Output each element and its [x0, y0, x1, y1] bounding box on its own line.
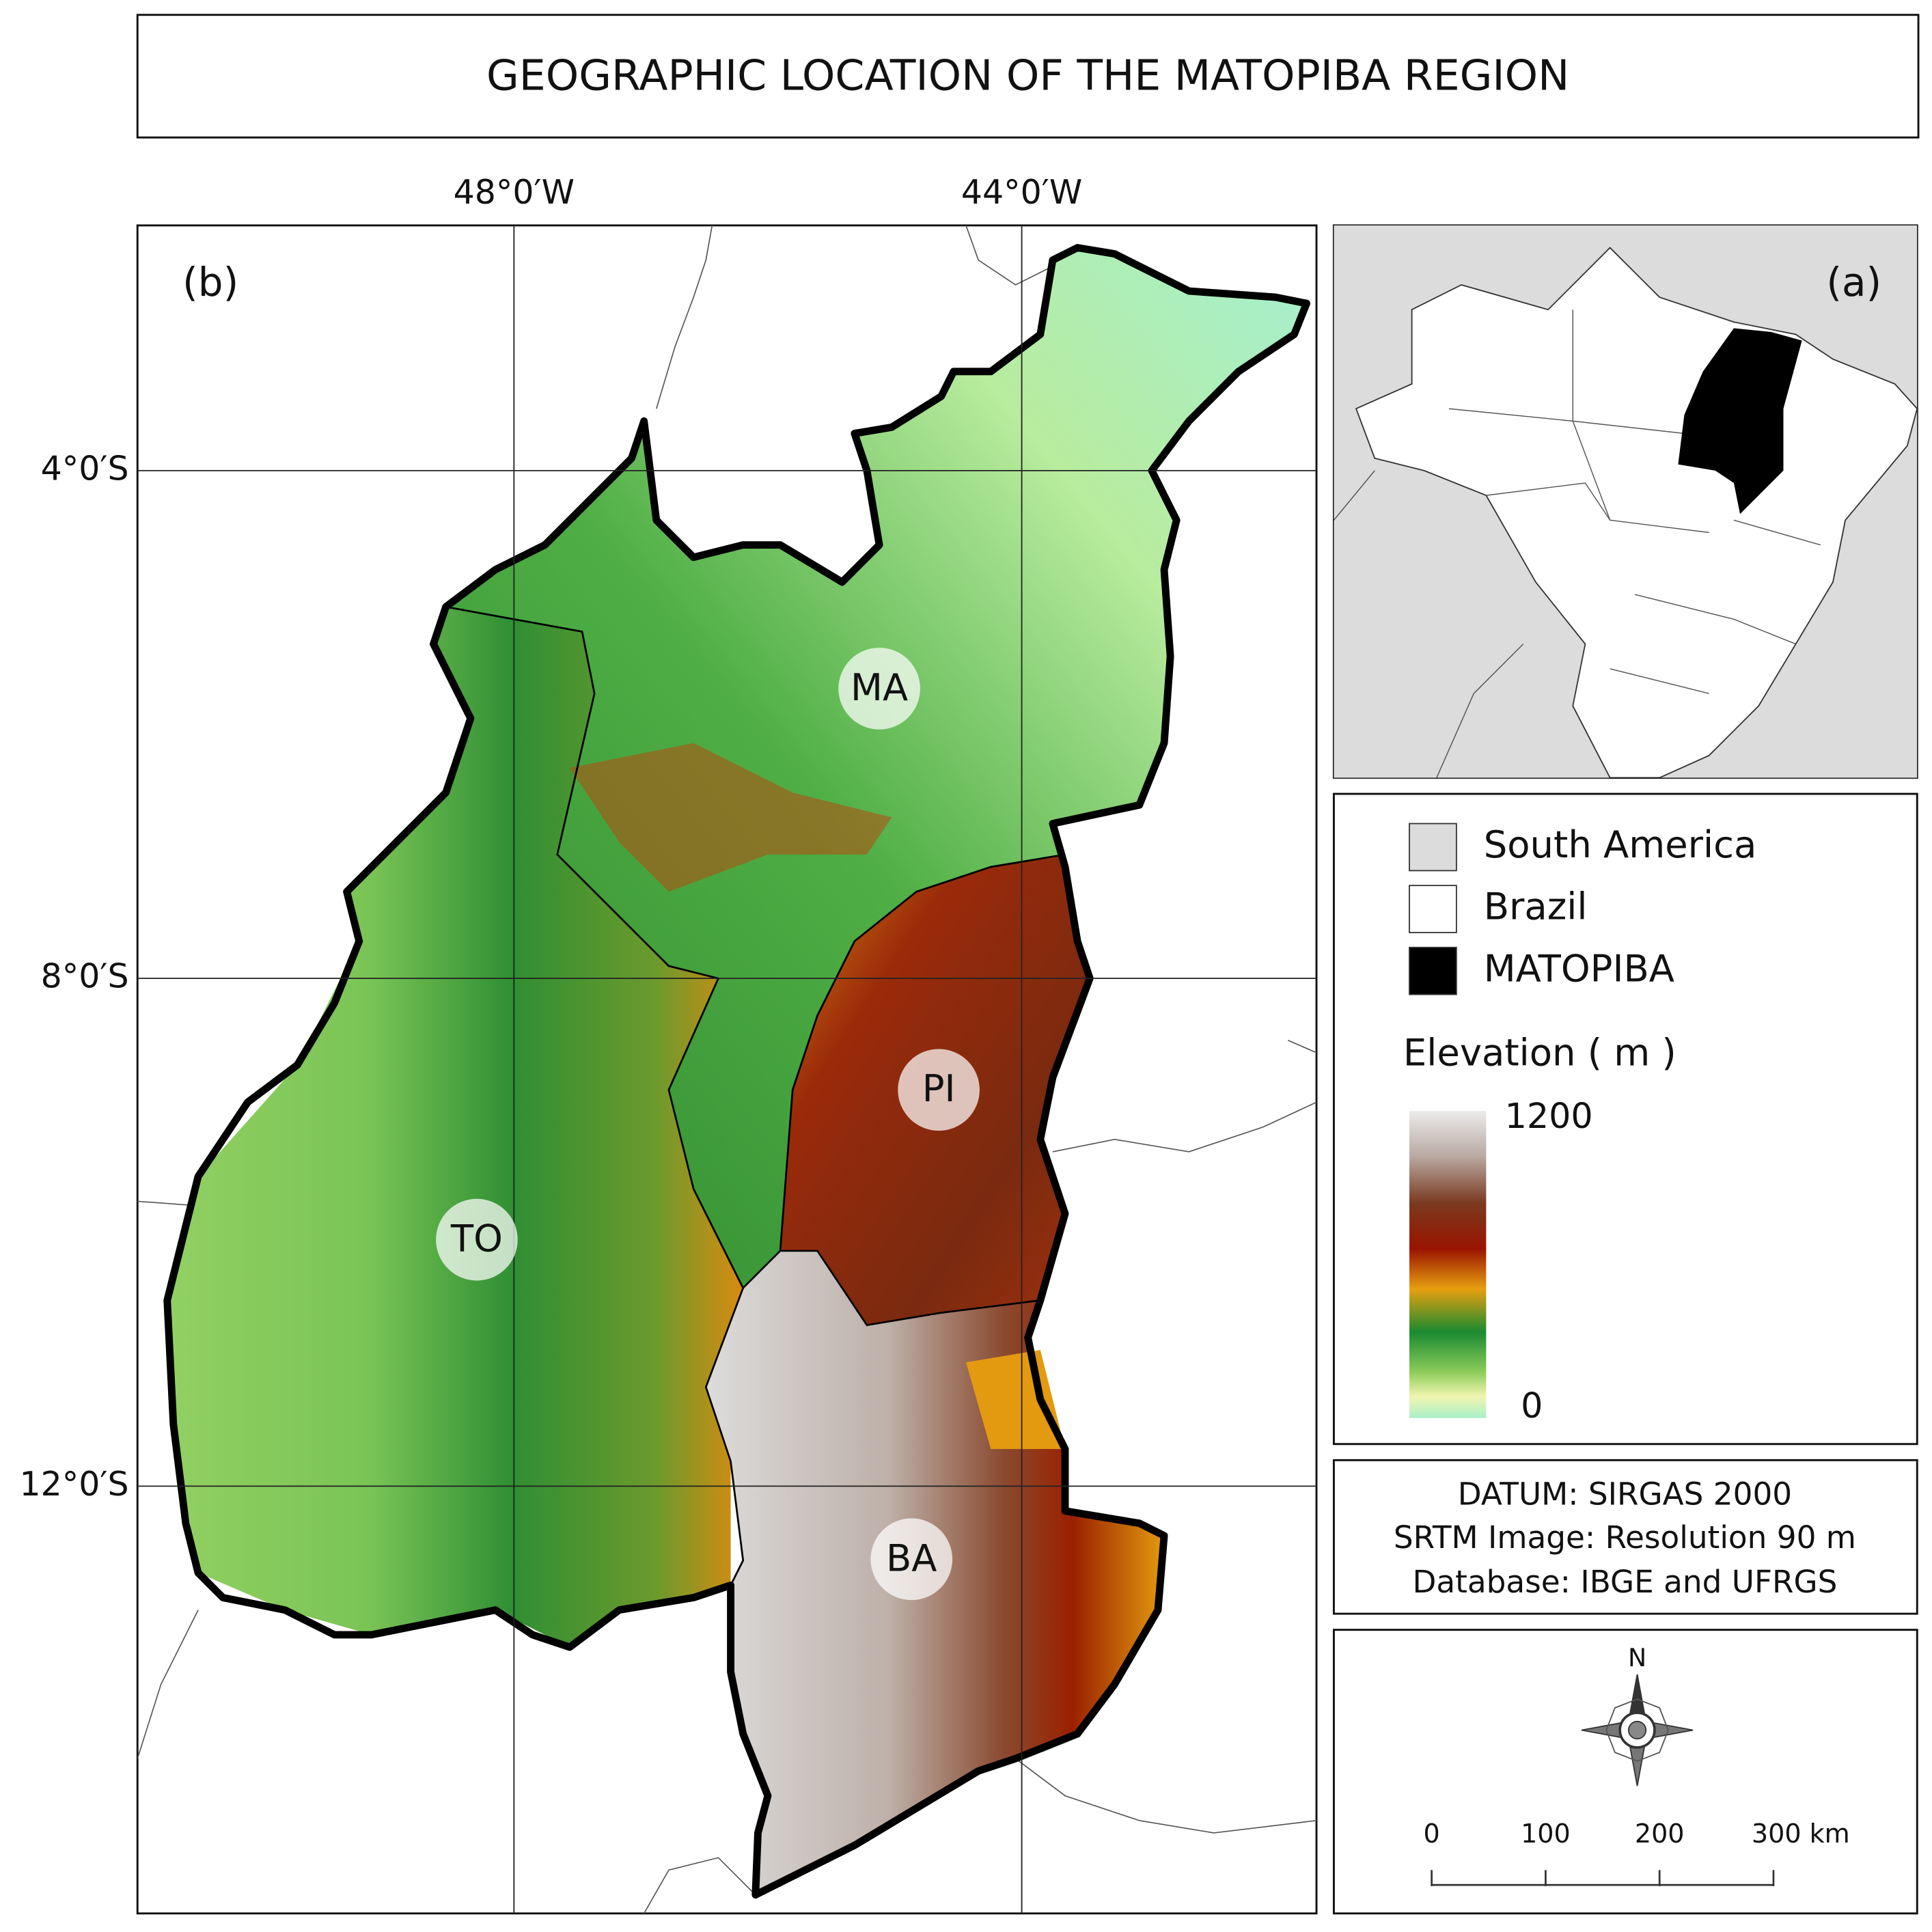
- panel-label: (a): [1826, 259, 1881, 305]
- relief-band: [966, 1349, 1066, 1449]
- panel-label: (b): [182, 259, 238, 305]
- relief-band: [569, 743, 892, 892]
- info-line: SRTM Image: Resolution 90 m: [1394, 1519, 1856, 1556]
- info-line: DATUM: SIRGAS 2000: [1458, 1476, 1792, 1512]
- state-label-badge: [436, 1198, 518, 1281]
- legend-swatch: [1409, 946, 1457, 995]
- inset-map: [1334, 225, 1918, 778]
- elevation-ramp: [1409, 1111, 1487, 1418]
- state-label-badge: [838, 648, 920, 730]
- longitude-label: 44°0′W: [961, 173, 1082, 212]
- matopiba-outline: [163, 244, 1310, 1899]
- latitude-label: 12°0′S: [19, 1465, 128, 1504]
- scale-label: 0: [1424, 1819, 1440, 1849]
- elevation-max: 1200: [1505, 1096, 1593, 1136]
- latitude-label: 8°0′S: [41, 957, 129, 996]
- state-to: [167, 607, 743, 1648]
- legend-swatch: [1409, 823, 1457, 872]
- scale-label: 200: [1635, 1819, 1685, 1849]
- info-line: Database: IBGE and UFRGS: [1412, 1564, 1837, 1600]
- state-labels: MA PI TO BA: [436, 648, 980, 1601]
- state-label-badge: [898, 1049, 980, 1131]
- compass-box: [1332, 1629, 1918, 1915]
- legend-label: South America: [1484, 823, 1757, 866]
- info-box: [1332, 1459, 1918, 1615]
- legend-label: Brazil: [1484, 885, 1588, 928]
- scale-label: 300 km: [1752, 1819, 1850, 1849]
- north-arrow: [1581, 1674, 1694, 1786]
- state-label: PI: [922, 1067, 956, 1110]
- north-label: N: [1628, 1643, 1646, 1672]
- title: GEOGRAPHIC LOCATION OF THE MATOPIBA REGI…: [486, 51, 1569, 100]
- legend-label: MATOPIBA: [1484, 947, 1674, 990]
- latitude-label: 4°0′S: [41, 449, 129, 488]
- elevation-min: 0: [1521, 1385, 1543, 1426]
- state-label-badge: [870, 1518, 953, 1601]
- elevation-title: Elevation ( m ): [1403, 1032, 1676, 1075]
- legend-swatch: [1409, 885, 1457, 933]
- title-box: [136, 14, 1920, 139]
- state-boundaries: [445, 605, 1066, 1586]
- scale-label: 100: [1521, 1819, 1571, 1849]
- inset-boundaries: [1334, 309, 1821, 778]
- context-boundaries: [137, 225, 1317, 1914]
- state-label: MA: [851, 666, 908, 709]
- state-label: TO: [450, 1217, 503, 1260]
- longitude-label: 48°0′W: [454, 173, 575, 212]
- scale-bar: 0 100 200 300 km: [1424, 1819, 1850, 1886]
- state-ma: [445, 247, 1307, 1288]
- graticule: [137, 225, 1317, 1914]
- state-label: BA: [886, 1536, 937, 1579]
- graticule-labels: 48°0′W 44°0′W 4°0′S 8°0′S 12°0′S: [19, 173, 1082, 1504]
- matopiba: [1678, 328, 1802, 514]
